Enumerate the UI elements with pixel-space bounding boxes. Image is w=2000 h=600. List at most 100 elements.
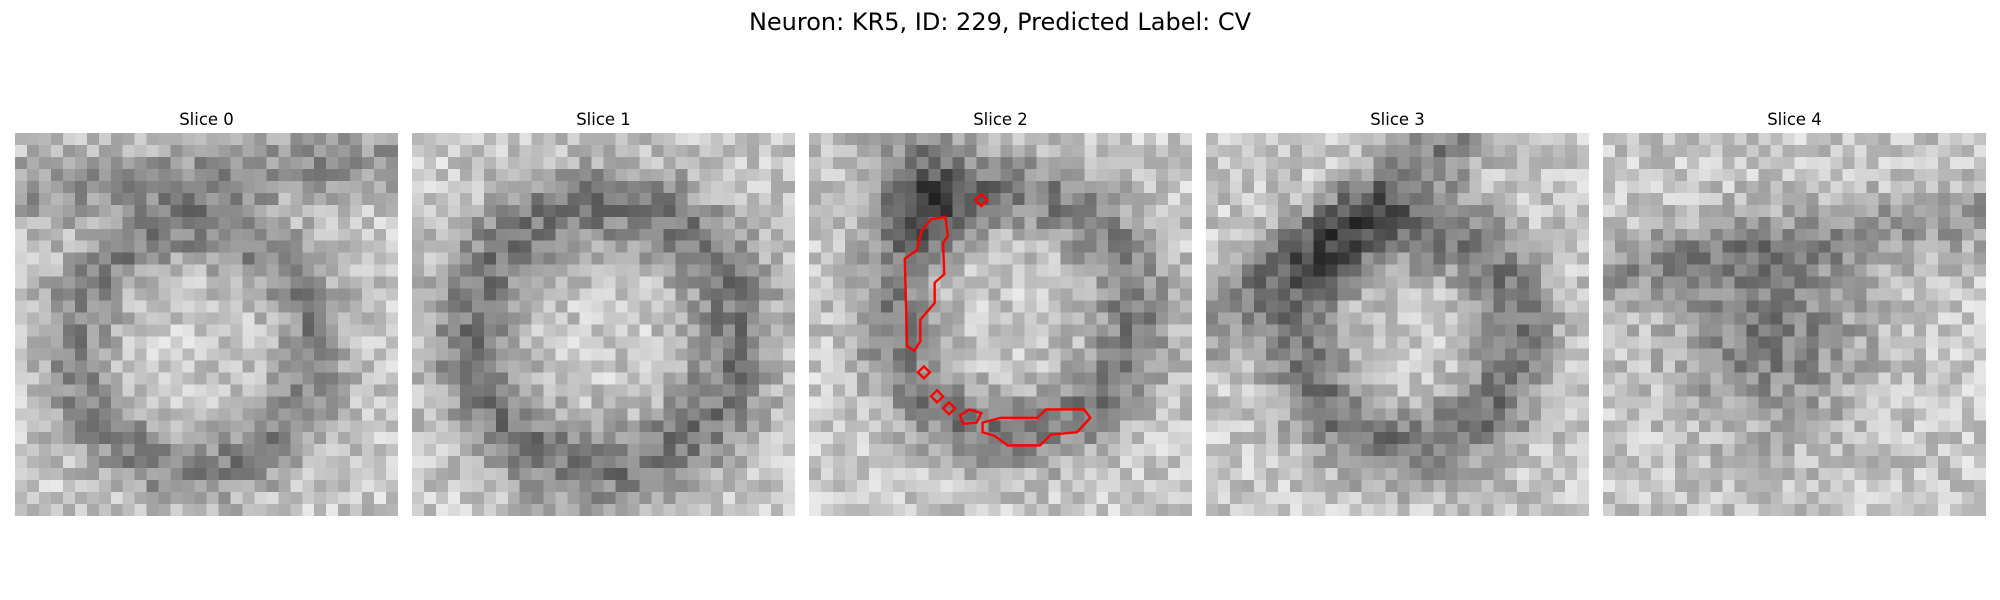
pixel xyxy=(1421,228,1434,241)
pixel xyxy=(639,492,652,505)
pixel xyxy=(1626,348,1640,361)
pixel xyxy=(495,432,508,445)
pixel xyxy=(326,492,339,505)
pixel xyxy=(1806,288,1819,301)
pixel xyxy=(1072,240,1085,253)
pixel xyxy=(1974,312,1986,325)
pixel xyxy=(1469,420,1482,433)
pixel xyxy=(1481,432,1494,445)
pixel xyxy=(278,336,291,349)
pixel xyxy=(50,240,64,253)
pixel xyxy=(904,288,917,301)
pixel xyxy=(1421,264,1434,277)
pixel xyxy=(471,133,485,146)
pixel xyxy=(820,444,834,457)
pixel xyxy=(1024,348,1037,361)
pixel xyxy=(880,133,894,146)
pixel xyxy=(1144,216,1157,229)
pixel xyxy=(1229,192,1243,206)
pixel xyxy=(1626,300,1640,313)
pixel xyxy=(1638,324,1652,337)
pixel xyxy=(1024,288,1037,301)
pixel xyxy=(940,336,953,349)
pixel xyxy=(1180,324,1192,337)
pixel xyxy=(1481,204,1494,218)
pixel xyxy=(952,180,965,194)
pixel xyxy=(459,133,473,146)
pixel xyxy=(1048,420,1061,433)
pixel xyxy=(386,504,398,516)
pixel xyxy=(218,492,231,505)
pixel xyxy=(1674,420,1688,433)
pixel xyxy=(38,372,52,385)
pixel xyxy=(1842,264,1855,277)
pixel xyxy=(1036,192,1049,206)
pixel xyxy=(495,264,508,277)
pixel xyxy=(1048,480,1061,493)
pixel xyxy=(783,420,795,433)
pixel xyxy=(1806,216,1819,229)
pixel xyxy=(1313,192,1326,206)
pixel xyxy=(1878,204,1891,218)
pixel xyxy=(1000,504,1013,516)
pixel xyxy=(1493,504,1506,516)
pixel xyxy=(1120,288,1133,301)
pixel xyxy=(1180,180,1192,194)
pixel xyxy=(242,372,255,385)
pixel xyxy=(1686,264,1699,277)
pixel xyxy=(326,324,339,337)
pixel xyxy=(531,264,544,277)
pixel xyxy=(1289,180,1302,194)
pixel xyxy=(1433,276,1446,289)
pixel xyxy=(1529,408,1542,421)
pixel xyxy=(507,480,520,493)
pixel xyxy=(904,240,917,253)
pixel xyxy=(1229,216,1243,229)
pixel xyxy=(663,480,676,493)
pixel xyxy=(952,324,965,337)
pixel xyxy=(1433,396,1446,409)
pixel xyxy=(928,444,941,457)
pixel xyxy=(1060,324,1073,337)
pixel xyxy=(1650,456,1664,469)
pixel xyxy=(771,133,784,146)
pixel xyxy=(1517,384,1530,397)
pixel xyxy=(1397,168,1410,182)
pixel xyxy=(1084,312,1097,325)
pixel xyxy=(1758,156,1771,170)
pixel xyxy=(1505,420,1518,433)
pixel xyxy=(74,504,88,516)
pixel xyxy=(350,300,363,313)
pixel xyxy=(699,456,712,469)
contour-outline-0 xyxy=(903,215,950,353)
pixel xyxy=(1493,444,1506,457)
pixel xyxy=(170,504,183,516)
pixel xyxy=(1361,312,1374,325)
pixel xyxy=(15,144,28,158)
pixel xyxy=(254,216,267,229)
pixel xyxy=(856,348,870,361)
pixel xyxy=(38,444,52,457)
pixel xyxy=(1433,204,1446,218)
pixel xyxy=(50,468,64,481)
pixel xyxy=(1433,444,1446,457)
pixel xyxy=(1072,468,1085,481)
pixel xyxy=(603,192,616,206)
pixel xyxy=(412,468,425,481)
pixel xyxy=(1337,408,1350,421)
pixel xyxy=(687,372,700,385)
pixel xyxy=(1229,252,1243,265)
pixel xyxy=(1217,180,1231,194)
pixel xyxy=(759,384,772,397)
pixel xyxy=(687,384,700,397)
pixel xyxy=(1577,168,1589,182)
pixel xyxy=(1433,384,1446,397)
pixel xyxy=(639,468,652,481)
pixel xyxy=(844,300,858,313)
pixel xyxy=(1206,133,1219,146)
pixel xyxy=(1938,348,1951,361)
pixel xyxy=(809,156,822,170)
pixel xyxy=(1409,144,1422,158)
pixel xyxy=(266,288,279,301)
pixel xyxy=(1830,133,1843,146)
